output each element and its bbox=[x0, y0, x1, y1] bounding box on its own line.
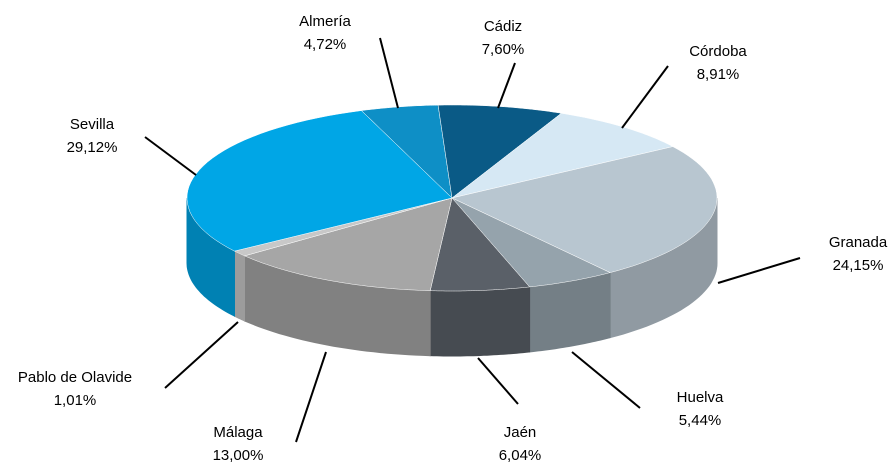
slice-label: Córdoba bbox=[689, 43, 747, 60]
slice bbox=[234, 197, 453, 257]
slice-label: Granada bbox=[829, 234, 888, 251]
slice-label: Jaén bbox=[504, 424, 537, 441]
leader-line bbox=[379, 37, 399, 109]
slice-label: Almería bbox=[299, 13, 351, 30]
value-label: 7,60% bbox=[482, 41, 525, 58]
leader-line bbox=[717, 257, 801, 284]
slice bbox=[451, 197, 611, 288]
value-label: 8,91% bbox=[697, 66, 740, 83]
slice-label: Málaga bbox=[213, 424, 263, 441]
slice bbox=[429, 197, 531, 292]
slice bbox=[360, 104, 453, 199]
slice-label: Cádiz bbox=[484, 18, 522, 35]
leader-line bbox=[571, 351, 641, 409]
value-label: 13,00% bbox=[213, 447, 264, 464]
value-label: 24,15% bbox=[833, 257, 884, 274]
value-label: 1,01% bbox=[54, 392, 97, 409]
value-label: 6,04% bbox=[499, 447, 542, 464]
slice bbox=[451, 146, 718, 273]
value-label: 4,72% bbox=[304, 36, 347, 53]
value-label: 29,12% bbox=[67, 139, 118, 156]
leader-line bbox=[144, 136, 197, 176]
leader-line bbox=[477, 357, 519, 405]
leader-line bbox=[621, 65, 669, 129]
tops bbox=[186, 104, 718, 292]
slice bbox=[437, 104, 562, 199]
slice-label: Huelva bbox=[677, 389, 724, 406]
slice bbox=[243, 197, 453, 291]
slice-side bbox=[234, 250, 245, 322]
sides bbox=[186, 197, 718, 357]
slice-label: Pablo de Olavide bbox=[18, 369, 132, 386]
slice-label: Sevilla bbox=[70, 116, 115, 133]
leader-line bbox=[295, 351, 327, 443]
value-label: 5,44% bbox=[679, 412, 722, 429]
slice-side bbox=[429, 286, 531, 357]
leader-line bbox=[497, 62, 516, 109]
leader-line bbox=[164, 321, 239, 389]
slice bbox=[186, 110, 453, 252]
